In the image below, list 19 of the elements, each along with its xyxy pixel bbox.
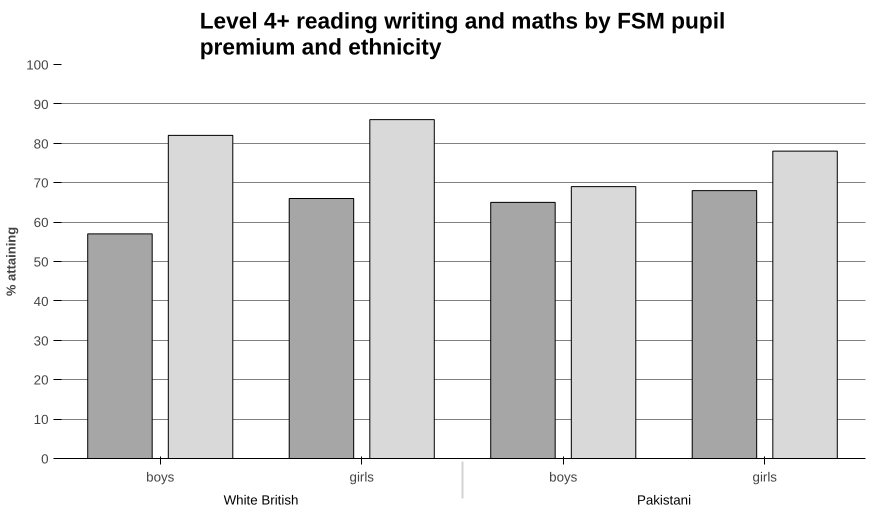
x-tick-label: boys bbox=[146, 470, 175, 484]
text: Pakistani bbox=[636, 492, 692, 508]
y-tick-label: 60 bbox=[34, 215, 49, 230]
chart-title: Level 4+ reading writing and maths by FSM pupil premium and ethnicity bbox=[200, 8, 726, 60]
y-tick-label: 30 bbox=[34, 333, 49, 348]
y-tick-label: 90 bbox=[34, 96, 49, 112]
y-tick-label: 10 bbox=[34, 412, 49, 428]
y-tick-label: 70 bbox=[34, 176, 49, 191]
y-tick-label: 20 bbox=[34, 372, 49, 388]
y-tick-label: 0 bbox=[41, 452, 49, 466]
y-tick-label: 80 bbox=[34, 136, 49, 152]
x-tick-label: boys bbox=[549, 470, 578, 484]
y-axis-title: % attaining bbox=[3, 226, 18, 296]
y-tick-label: 50 bbox=[34, 254, 49, 270]
y-tick-label: 40 bbox=[34, 294, 49, 309]
y-tick-label: 100 bbox=[26, 58, 49, 72]
x-tick-label: girls bbox=[350, 470, 374, 484]
x-tick-label: girls bbox=[752, 470, 778, 484]
text: White British bbox=[224, 492, 298, 508]
